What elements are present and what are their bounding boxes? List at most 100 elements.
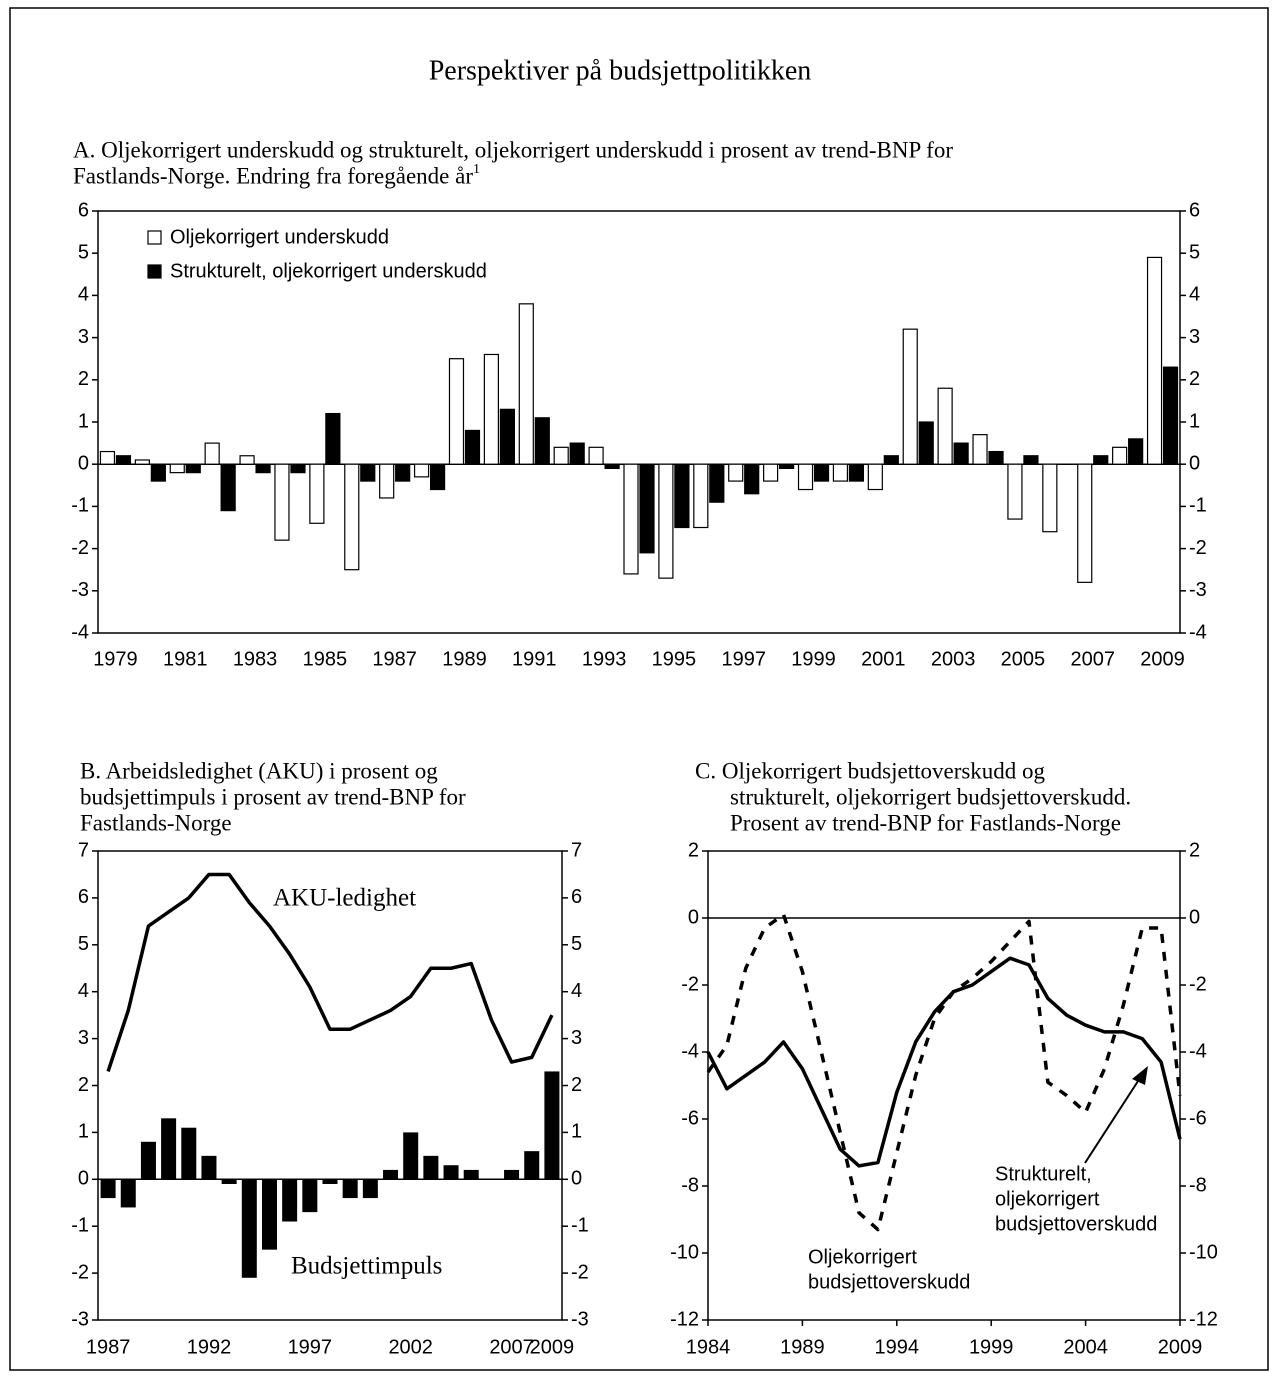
bar [379,463,395,499]
x-tick-label: 2004 [1063,1336,1108,1358]
x-tick-label: 2009 [1140,648,1185,670]
bar [274,463,290,541]
y-tick-label: -4 [71,621,89,643]
bar [134,459,150,465]
y-tick-label: 0 [78,452,89,474]
y-tick-label: 3 [78,326,89,348]
y-tick-label: -6 [681,1107,699,1129]
bar [413,463,430,478]
y2-tick-label: 4 [1189,284,1200,306]
y-tick-label: -3 [71,579,89,601]
legend-swatch [147,264,162,279]
bar [302,1179,318,1213]
x-tick-label: 2001 [861,648,906,670]
x-tick-label: 1992 [187,1336,232,1358]
bar [779,463,795,470]
x-tick-label: 1994 [875,1336,920,1358]
x-tick-label: 2009 [530,1336,575,1358]
y-tick-label: -10 [670,1241,699,1263]
line [706,912,1182,1232]
x-tick-label: 1983 [233,648,278,670]
y2-tick-label: 0 [571,1168,582,1190]
bar [569,442,585,465]
bar [360,463,376,482]
y-tick-label: -2 [71,1261,89,1283]
bar [423,1155,439,1180]
y-tick-label: -4 [681,1040,699,1062]
bar [832,463,849,482]
annotation: budsjettoverskudd [808,1271,970,1293]
x-tick-label: 2007 [489,1336,534,1358]
y-tick-label: 0 [688,906,699,928]
bar [918,421,934,465]
bar [972,434,988,465]
x-tick-label: 2005 [1001,648,1046,670]
bar [220,463,236,512]
bar [115,455,132,465]
bar [953,442,969,465]
y-tick-label: 2 [688,839,699,861]
y2-tick-label: 2 [571,1074,582,1096]
y2-tick-label: 5 [571,933,582,955]
bar [988,450,1004,465]
bar [325,412,341,465]
bar [100,1179,116,1199]
figure-border [9,7,1269,1371]
bar [255,463,271,474]
bar [309,463,325,524]
bar [1093,455,1109,465]
y-tick-label: 4 [78,980,89,1002]
y-tick-label: 3 [78,1027,89,1049]
bar [709,463,725,503]
y2-tick-label: -2 [1189,537,1207,559]
bar [448,358,465,465]
bar [744,463,760,495]
bar [261,1179,277,1250]
y-tick-label: -2 [681,973,699,995]
bar [1128,438,1144,465]
bar [693,463,709,529]
bar [464,429,481,465]
x-tick-label: 1989 [780,1336,825,1358]
y-tick-label: 0 [78,1168,89,1190]
bar [1023,455,1039,465]
y-tick-label: 1 [78,410,89,432]
chart-title: Fastlands-Norge. Endring fra foregående … [73,162,480,188]
annotation: oljekorrigert [995,1188,1100,1210]
bar [282,1179,298,1222]
y2-tick-label: 1 [571,1121,582,1143]
bar [181,1127,197,1180]
y-tick-label: 6 [78,886,89,908]
y2-tick-label: -10 [1189,1241,1218,1263]
bar [639,463,655,554]
bar [239,455,255,465]
bar [728,463,744,482]
bar [867,463,883,491]
bar [342,1179,358,1199]
bar [883,455,899,465]
x-tick-label: 1997 [288,1336,333,1358]
x-tick-label: 1984 [686,1336,731,1358]
legend-label: Oljekorrigert underskudd [170,226,389,248]
y-tick-label: 6 [78,199,89,221]
y2-tick-label: 6 [571,886,582,908]
y2-tick-label: 2 [1189,368,1200,390]
legend-label: Strukturelt, oljekorrigert underskudd [170,260,487,282]
bar [383,1169,399,1180]
chart-title: budsjettimpuls i prosent av trend-BNP fo… [80,784,466,809]
bar [290,463,306,474]
y-tick-label: 7 [78,839,89,861]
y2-tick-label: -6 [1189,1107,1207,1129]
bar [813,463,830,482]
bar [604,463,620,470]
y2-tick-label: 0 [1189,452,1200,474]
bar [1077,463,1093,583]
bar [161,1118,177,1180]
bar [937,387,953,465]
y2-tick-label: -2 [1189,973,1207,995]
bar [99,450,116,465]
y2-tick-label: -1 [1189,495,1207,517]
bar [403,1132,419,1180]
y2-tick-label: 6 [1189,199,1200,221]
